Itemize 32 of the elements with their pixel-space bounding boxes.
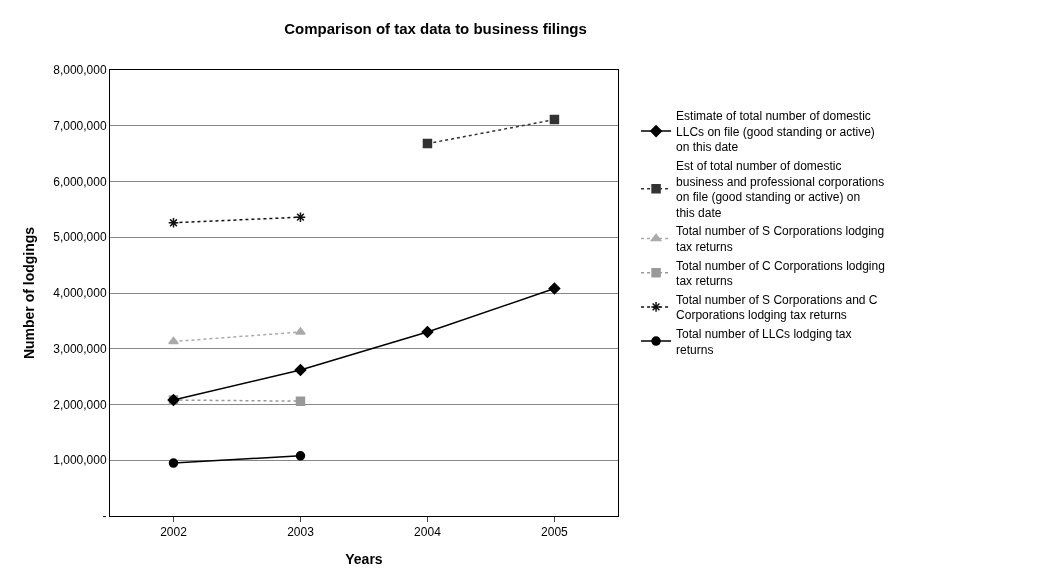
legend-label: Total number of S Corporations lodging tax returns: [676, 224, 885, 254]
y-tick-label: 5,000,000: [53, 230, 107, 245]
legend-label: Total number of S Corporations and C Corporations lodging tax returns: [676, 292, 878, 323]
point: [294, 211, 307, 223]
x-tick-label: 2003: [287, 525, 315, 540]
x-tick-label: 2004: [414, 525, 442, 540]
y-tick-label: 1,000,000: [53, 453, 107, 468]
y-tick-label: 2,000,000: [53, 397, 107, 412]
legend-label: Total number of LLCs lodging tax returns: [676, 327, 852, 357]
y-axis-title: Number of lodgings: [20, 226, 37, 360]
y-tick-label: -: [102, 509, 107, 524]
y-tick-label: 3,000,000: [53, 341, 107, 356]
y-tick-label: 6,000,000: [53, 174, 107, 189]
point: [294, 363, 307, 376]
y-tick-label: 4,000,000: [53, 286, 107, 301]
point: [421, 326, 434, 338]
point: [295, 451, 306, 461]
x-tick-label: 2005: [541, 525, 569, 540]
legend-label: Est of total number of domestic business and professional corporations on file (good standing or active) on this date: [676, 159, 885, 220]
point: [295, 396, 306, 406]
legend-label: Total number of C Corporations lodging tax returns: [676, 258, 885, 289]
point: [549, 114, 560, 125]
chart-title: Comparison of tax data to business filings: [284, 19, 587, 37]
y-tick-label: 8,000,000: [53, 63, 107, 78]
y-tick-label: 7,000,000: [53, 118, 107, 133]
point: [167, 217, 180, 229]
x-axis-title: Years: [345, 550, 383, 567]
point: [168, 458, 179, 468]
legend-label: Estimate of total number of domestic LLCs on file (good standing or active) on this date: [676, 109, 875, 155]
point: [548, 282, 561, 295]
x-tick-label: 2002: [160, 525, 188, 540]
point: [422, 138, 433, 149]
